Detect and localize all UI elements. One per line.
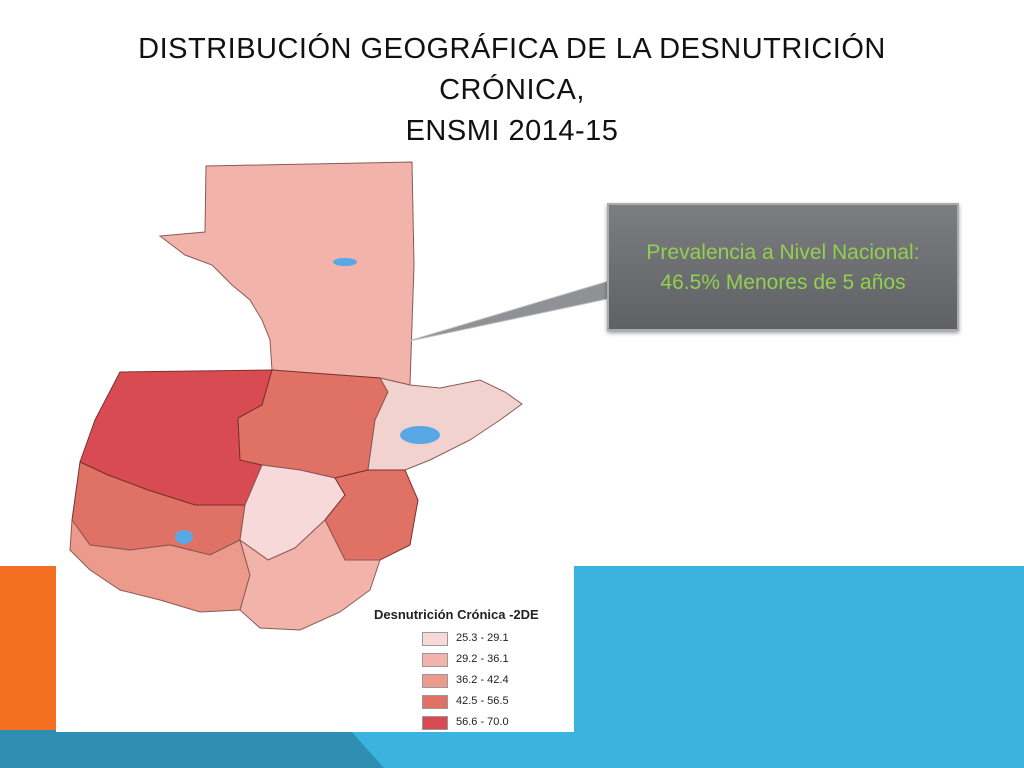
legend-label: 25.3 - 29.1 [456,632,509,644]
legend-swatch [422,716,448,730]
legend-swatch [422,695,448,709]
decorative-bottom-band [0,730,1024,768]
legend-swatch [422,632,448,646]
region-izabal [367,377,523,471]
callout-pointer [404,279,613,343]
title-line-3: ENSMI 2014-15 [405,115,619,148]
legend-label: 29.2 - 36.1 [456,653,509,665]
callout-line-1: Prevalencia a Nivel Nacional: [646,241,920,264]
lake-peten-itza [333,258,357,266]
legend-swatch [422,674,448,688]
region-east [324,469,419,561]
lake-atitlan [175,530,193,544]
page-title: DISTRIBUCIÓN GEOGRÁFICA DE LA DESNUTRICI… [90,29,934,152]
title-line-1: DISTRIBUCIÓN GEOGRÁFICA DE LA DESNUTRICI… [138,33,886,66]
lake-izabal [400,426,440,444]
callout-line-2: 46.5% Menores de 5 años [660,271,906,294]
bottom-band-shape [0,730,384,768]
legend-label: 36.2 - 42.4 [456,674,509,686]
region-south-coast [239,519,381,631]
legend-title: Desnutrición Crónica -2DE [374,607,539,622]
map-legend: Desnutrición Crónica -2DE 25.3 - 29.1 29… [368,603,568,730]
legend-label: 42.5 - 56.5 [456,695,509,707]
legend-label: 56.6 - 70.0 [456,716,509,728]
legend-swatch [422,653,448,667]
title-line-2: CRÓNICA, [439,74,585,107]
national-prevalence-callout: Prevalencia a Nivel Nacional: 46.5% Meno… [607,203,959,331]
region-peten [158,161,415,386]
